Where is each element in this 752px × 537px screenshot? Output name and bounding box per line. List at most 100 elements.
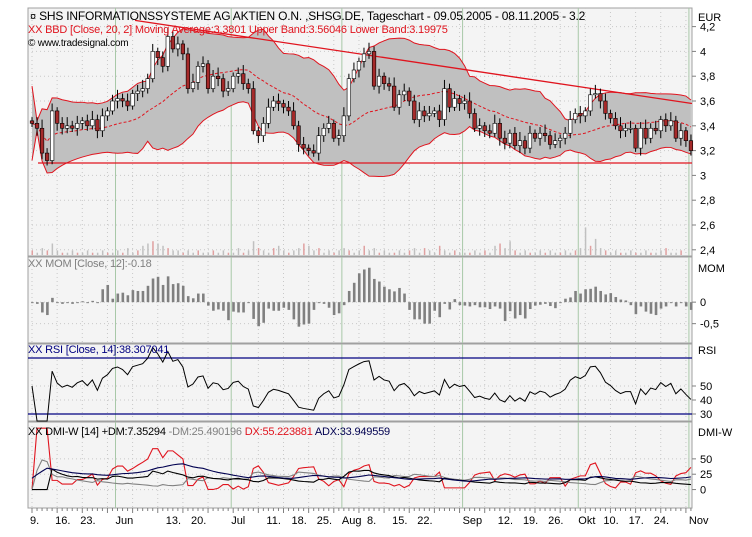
candle-up <box>346 78 351 117</box>
candle-down <box>688 140 694 151</box>
dmi-legend[interactable]: XX DMI-W [14] +DM:7.35294 -DM:25.490196 … <box>28 426 390 438</box>
xtick-label: 12. <box>498 515 513 527</box>
mom-legend[interactable]: XX MOM [Close, 12]:-0.18 <box>28 258 152 270</box>
candle-down <box>497 123 502 139</box>
mom-bar <box>191 298 195 303</box>
candle-up <box>165 36 170 67</box>
ytick-label: 3,8 <box>700 71 715 83</box>
candle-down <box>160 57 165 67</box>
candle-down <box>447 88 452 108</box>
mom-bar <box>257 302 260 327</box>
volume-bar <box>509 241 511 255</box>
mom-bar <box>327 302 331 308</box>
ytick-label: 4,2 <box>700 22 715 34</box>
volume-bar <box>448 252 451 255</box>
volume-bar <box>122 252 124 255</box>
volume-bar <box>96 252 99 255</box>
candle-up <box>477 125 482 129</box>
mom-bar <box>151 278 155 303</box>
volume-bar <box>162 245 164 255</box>
volume-bar <box>640 252 642 255</box>
ytick-label: 3 <box>700 170 706 182</box>
mom-bar <box>458 302 462 306</box>
mom-bar <box>126 295 130 303</box>
volume-bar <box>137 250 139 255</box>
mom-bar <box>488 302 492 310</box>
volume-bar <box>197 250 199 255</box>
volume-bar <box>277 245 280 255</box>
mom-bar <box>428 302 431 324</box>
xtick-label: 16. <box>55 515 70 527</box>
ytick-label: -0,5 <box>700 319 719 331</box>
ytick-label: 2,6 <box>700 220 715 232</box>
ytick-label: 3,6 <box>700 96 715 108</box>
volume-bar <box>655 252 657 255</box>
candle-up <box>366 51 372 55</box>
mom-bar <box>121 292 125 303</box>
mom-bar <box>166 276 170 303</box>
candle-up <box>226 88 231 92</box>
candle-down <box>155 51 160 58</box>
candle-up <box>175 43 180 50</box>
volume-bar <box>358 250 360 255</box>
mom-bar <box>61 302 64 304</box>
volume-bar <box>167 248 169 255</box>
mom-bar <box>478 302 482 308</box>
volume-bar <box>670 252 672 255</box>
candle-up <box>628 127 633 130</box>
volume-bar <box>308 245 310 255</box>
volume-bar <box>665 248 667 255</box>
rsi-legend[interactable]: XX RSI [Close, 14]:38.307041 <box>28 344 170 356</box>
candle-up <box>553 140 558 145</box>
volume-bar <box>660 250 662 255</box>
xtick-label: 17. <box>629 515 644 527</box>
chart-title: ¤ SHS INFORMATIONSSYSTEME AG AKTIEN O.N.… <box>30 9 585 23</box>
bbd-legend[interactable]: XX BBD [Close, 20, 2] Moving Average:3.3… <box>28 24 448 36</box>
candle-up <box>195 65 201 83</box>
candle-up <box>130 93 135 107</box>
mom-bar <box>574 290 577 303</box>
mom-bar <box>554 302 557 309</box>
candle-up <box>261 123 266 137</box>
mom-bar <box>604 294 608 303</box>
mom-bar <box>307 302 311 324</box>
xtick-label: Jul <box>231 515 245 527</box>
candle-up <box>678 130 683 139</box>
volume-bar <box>157 243 159 255</box>
candle-up <box>462 100 467 104</box>
ytick-label: 40 <box>700 395 712 407</box>
mom-bar <box>332 302 336 316</box>
xtick-label: 25. <box>317 515 332 527</box>
mom-bar <box>212 302 215 311</box>
candle-down <box>457 98 462 104</box>
mom-bar <box>247 302 250 304</box>
xtick-label: 10. <box>603 515 618 527</box>
mom-bar <box>564 298 567 303</box>
ytick-label: 2,4 <box>700 245 715 257</box>
volume-bar <box>81 252 84 255</box>
plus-dm-legend: XX DMI-W [14] +DM:7.35294 <box>28 426 166 438</box>
volume-bar <box>438 245 441 255</box>
volume-bar <box>41 248 44 255</box>
candle-up <box>397 94 402 108</box>
volume-bar <box>418 252 421 255</box>
candle-up <box>135 90 140 94</box>
mom-bar <box>528 302 532 310</box>
candle-up <box>75 123 80 129</box>
mom-bar <box>71 302 74 304</box>
mom-bar <box>277 302 281 311</box>
volume-bar <box>46 250 49 255</box>
volume-bar <box>423 248 426 255</box>
candle-up <box>402 90 407 96</box>
volume-bar <box>645 250 647 255</box>
candle-down <box>522 140 528 149</box>
volume-bar <box>66 252 69 255</box>
candle-up <box>90 119 95 127</box>
axis-unit-dmi: DMI-W <box>698 427 733 439</box>
volume-bar <box>378 252 381 255</box>
dx-legend: DX:55.223881 <box>244 426 313 438</box>
mom-bar <box>91 300 94 303</box>
mom-bar <box>46 302 49 316</box>
xtick-label: 8. <box>367 515 376 527</box>
candle-down <box>29 120 35 124</box>
